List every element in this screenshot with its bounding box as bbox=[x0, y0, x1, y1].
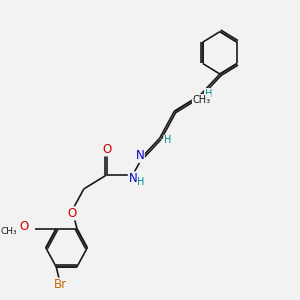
Text: H: H bbox=[164, 136, 171, 146]
Text: Br: Br bbox=[54, 278, 67, 291]
Text: N: N bbox=[136, 149, 144, 162]
Text: O: O bbox=[19, 220, 28, 233]
Text: O: O bbox=[68, 207, 77, 220]
Text: N: N bbox=[128, 172, 137, 185]
Text: H: H bbox=[205, 88, 212, 98]
Text: H: H bbox=[137, 177, 145, 187]
Text: CH₃: CH₃ bbox=[1, 226, 17, 236]
Text: CH₃: CH₃ bbox=[192, 94, 211, 105]
Text: O: O bbox=[102, 143, 111, 156]
